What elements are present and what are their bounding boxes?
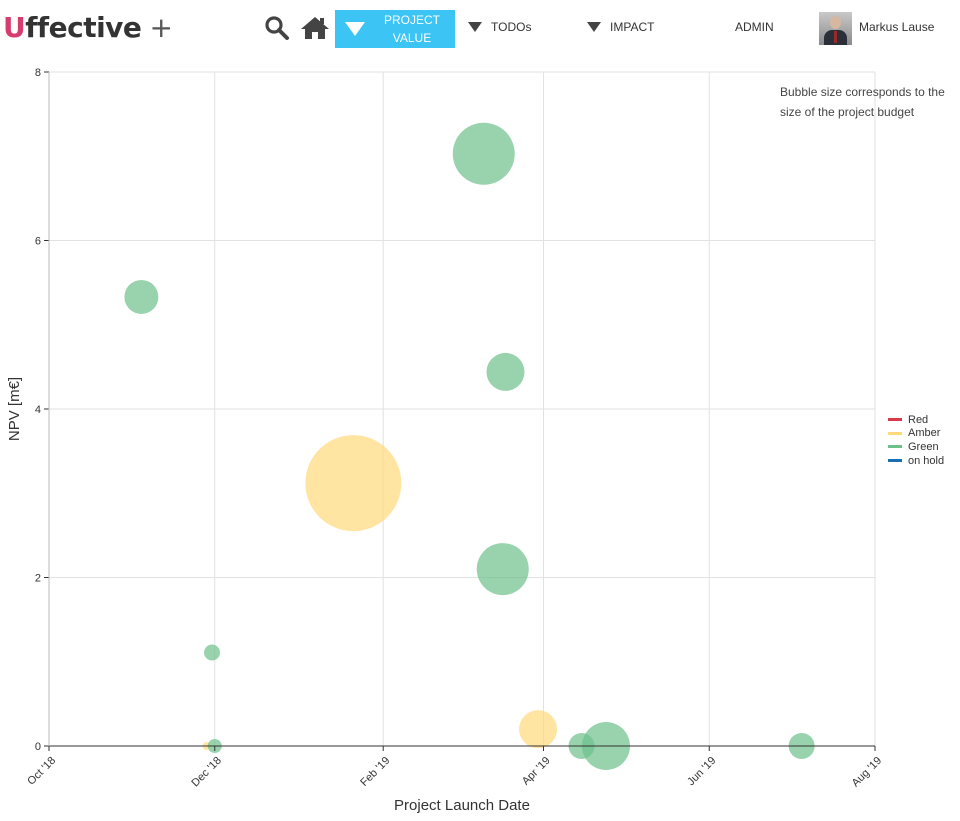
y-tick-label: 0 [35,741,41,753]
bubble-amber[interactable] [305,435,402,532]
legend-swatch [888,459,902,463]
chart-legend: Red Amber Green on hold [888,413,944,467]
uffective-logo[interactable]: Uffective + [3,10,173,46]
search-icon[interactable] [262,12,292,44]
project-value-label: PROJECT VALUE [375,11,449,47]
bubble-size-note-line1: Bubble size corresponds to the [780,85,945,99]
avatar-tie [834,31,837,43]
bubble-green[interactable] [124,279,159,314]
legend-label: on hold [908,454,945,467]
triangle-down-icon [468,22,482,32]
logo-text: ffective [25,11,142,44]
bubble-size-note: Bubble size corresponds to the size of t… [780,82,945,122]
bubble-green[interactable] [486,352,525,391]
legend-item-green[interactable]: Green [888,440,944,454]
x-tick-label: Feb '19 [358,755,392,789]
chart-grid [48,71,876,747]
impact-nav-item[interactable]: IMPACT [587,20,654,34]
legend-swatch [888,445,902,449]
legend-item-on-hold[interactable]: on hold [888,454,944,468]
x-tick-label: Aug '19 [850,755,885,790]
avatar-head [830,16,841,29]
chart-bubbles [124,122,815,770]
legend-label: Amber [908,427,941,440]
legend-swatch [888,418,902,422]
legend-swatch [888,431,902,435]
x-tick-label: Jun '19 [685,755,718,788]
logo-plus: + [149,11,173,44]
y-axis-title: NPV [m€] [6,377,23,441]
triangle-down-icon [345,22,365,36]
logo-letter-u: U [3,11,26,44]
top-navigation-bar: Uffective + PROJECT VALUE TODOs IMPACT AD… [0,0,960,56]
admin-label: ADMIN [735,20,774,34]
legend-item-red[interactable]: Red [888,413,944,427]
legend-item-amber[interactable]: Amber [888,427,944,441]
y-tick-label: 4 [35,404,41,416]
bubble-green[interactable] [452,122,515,185]
x-tick-label: Apr '19 [520,755,553,788]
bubble-size-note-line2: size of the project budget [780,105,915,119]
triangle-down-icon [587,22,601,32]
todos-nav-item[interactable]: TODOs [468,20,531,34]
chart-axes: Oct '18 Dec '18 Feb '19 Apr '19 Jun '19 Aug '… [25,67,884,789]
todos-label: TODOs [491,20,532,34]
x-tick-label: Dec '18 [189,755,224,790]
project-value-nav-button[interactable]: PROJECT VALUE [335,10,455,48]
project-value-label-line1: PROJECT [383,13,440,27]
y-tick-label: 2 [35,573,41,585]
y-tick-label: 6 [35,236,41,248]
bubble-green[interactable] [476,543,529,596]
user-name[interactable]: Markus Lause [859,20,935,34]
user-avatar[interactable] [819,12,852,45]
impact-label: IMPACT [610,20,655,34]
x-tick-label: Oct '18 [25,755,58,788]
legend-label: Green [908,440,939,453]
admin-nav-item[interactable]: ADMIN [735,20,774,34]
y-tick-label: 8 [35,67,41,79]
bubble-amber[interactable] [519,710,558,749]
home-icon[interactable] [300,12,330,44]
legend-label: Red [908,413,929,426]
x-axis-title: Project Launch Date [394,797,530,814]
bubble-green[interactable] [204,644,221,661]
project-value-label-line2: VALUE [392,31,432,45]
